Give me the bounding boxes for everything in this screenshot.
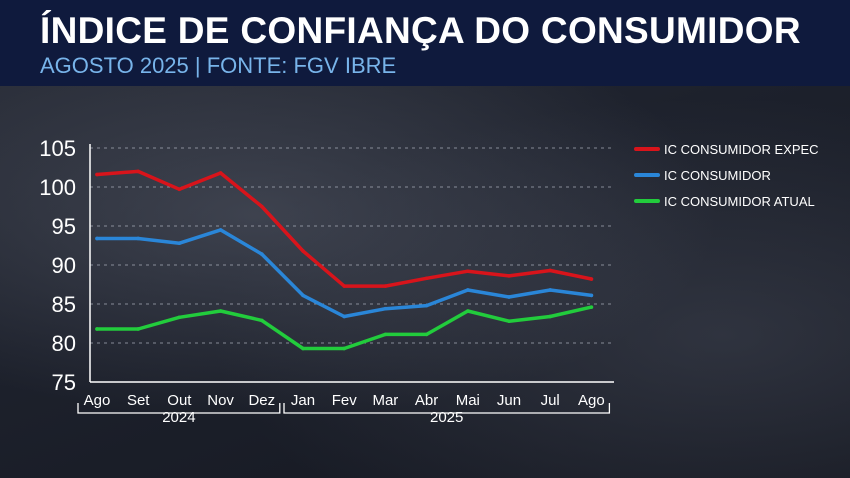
y-tick-label: 100 (39, 175, 76, 200)
data-point (136, 169, 140, 174)
year-bracket (283, 403, 611, 414)
data-point (424, 303, 429, 308)
data-point (301, 293, 305, 298)
data-point (301, 249, 305, 253)
x-tick-label: Dez (248, 392, 275, 409)
year-bracket (77, 403, 281, 414)
data-point (507, 319, 511, 323)
y-tick-label: 90 (52, 253, 76, 278)
data-point (383, 284, 388, 288)
data-point (589, 277, 594, 281)
data-point (466, 288, 470, 292)
header-banner: ÍNDICE DE CONFIANÇA DO CONSUMIDOR AGOSTO… (0, 0, 850, 86)
data-point (383, 332, 388, 337)
y-tick-label: 80 (52, 331, 76, 356)
x-tick-label: Nov (207, 392, 234, 409)
data-point (507, 274, 511, 278)
x-tick-label: Abr (415, 392, 438, 409)
y-tick-label: 95 (52, 214, 76, 239)
data-point (136, 327, 140, 331)
page-title: ÍNDICE DE CONFIANÇA DO CONSUMIDOR (40, 10, 801, 51)
data-point (424, 332, 429, 337)
data-point (589, 305, 594, 309)
data-point (424, 276, 429, 281)
data-point (466, 309, 470, 313)
data-point (218, 309, 223, 313)
data-point (383, 306, 388, 311)
x-tick-label: Ago (84, 392, 111, 409)
year-label: 2025 (430, 409, 463, 426)
data-point (260, 318, 264, 323)
series-line-3 (95, 305, 594, 351)
x-tick-label: Jul (541, 392, 560, 409)
x-tick-label: Ago (578, 392, 605, 409)
data-point (589, 293, 594, 298)
data-point (95, 236, 99, 241)
data-point (177, 241, 182, 245)
data-point (177, 187, 182, 192)
y-tick-label: 75 (52, 370, 76, 395)
legend-label: IC CONSUMIDOR EXPEC (664, 142, 819, 157)
data-point (342, 314, 347, 319)
data-point (136, 236, 140, 241)
y-axis: 105 100 95 90 85 80 75 (39, 136, 91, 395)
page-subtitle: AGOSTO 2025 | FONTE: FGV IBRE (40, 53, 397, 78)
data-point (95, 172, 99, 177)
data-point (507, 295, 511, 299)
x-axis: Ago Set Out Nov Dez Jan Fev Mar Abr Mai Jun Jul Ago 2… (77, 381, 614, 426)
data-point (466, 269, 470, 274)
series-line-1 (95, 169, 594, 288)
legend-label: IC CONSUMIDOR (664, 168, 771, 183)
data-point (260, 252, 264, 256)
legend-label: IC CONSUMIDOR ATUAL (664, 194, 815, 209)
data-point (177, 315, 182, 320)
chart-legend: IC CONSUMIDOR EXPEC IC CONSUMIDOR IC CONSU… (634, 142, 819, 209)
data-point (218, 228, 223, 232)
x-tick-label: Set (127, 392, 150, 409)
y-tick-label: 105 (39, 136, 76, 161)
x-tick-label: Out (167, 392, 192, 409)
x-tick-label: Mai (456, 392, 480, 409)
x-tick-label: Fev (332, 392, 358, 409)
data-point (342, 346, 347, 351)
series-lines (95, 169, 594, 351)
data-point (548, 314, 552, 319)
x-tick-label: Jan (291, 392, 315, 409)
data-point (218, 171, 223, 175)
data-point (301, 346, 305, 351)
data-point (260, 204, 264, 209)
x-tick-label: Jun (497, 392, 521, 409)
data-point (548, 288, 552, 292)
data-point (342, 284, 347, 288)
data-point (95, 327, 99, 331)
x-tick-label: Mar (372, 392, 398, 409)
y-tick-label: 85 (52, 292, 76, 317)
year-label: 2024 (162, 409, 195, 426)
data-point (548, 268, 552, 273)
